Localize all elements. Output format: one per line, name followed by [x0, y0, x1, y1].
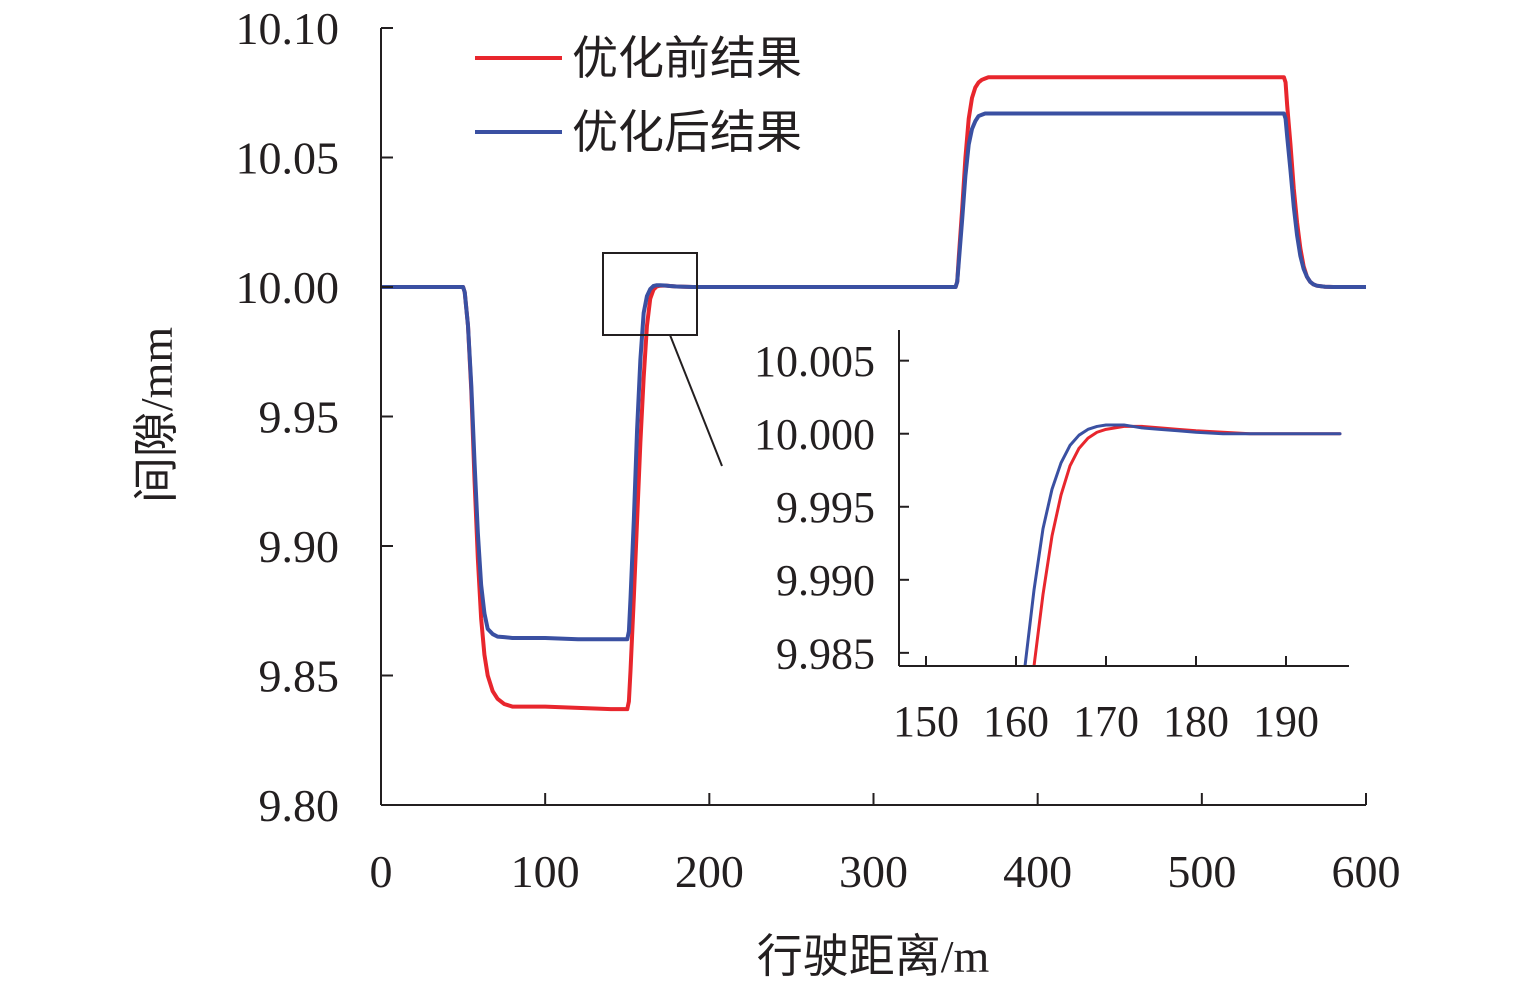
inset-series-line-0	[1032, 424, 1342, 666]
legend-label-0: 优化前结果	[572, 33, 802, 84]
main-x-tick-label: 100	[511, 846, 580, 897]
main-x-tick-label: 400	[1003, 846, 1072, 897]
main-y-tick-label: 9.95	[259, 392, 340, 443]
zoom-connector-line	[669, 334, 723, 467]
inset-series-group	[1023, 423, 1342, 666]
inset-y-tick-label: 10.000	[754, 410, 875, 459]
main-x-tick-label: 600	[1332, 846, 1401, 897]
inset-x-tick-label: 180	[1163, 697, 1229, 746]
x-axis-label: 行驶距离/m	[757, 931, 990, 982]
main-x-tick-label: 500	[1167, 846, 1236, 897]
main-axes: 0 100 200 300 400 500 600 9.80 9.85 9.90 9.95 10.00…	[236, 3, 1401, 897]
main-x-tick-label: 0	[370, 846, 393, 897]
main-chart: 0 100 200 300 400 500 600 9.80 9.85 9.90 9.95 10.00…	[131, 3, 1401, 982]
main-series-line-0	[381, 75, 1366, 712]
main-y-tick-label: 10.00	[236, 262, 340, 313]
legend-label-1: 优化后结果	[572, 107, 802, 158]
zoom-box	[602, 252, 698, 336]
inset-y-tick-label: 9.995	[776, 483, 875, 532]
inset-y-tick-label: 10.005	[754, 337, 875, 386]
y-axis-label: 间隙/mm	[131, 327, 182, 504]
inset-x-tick-label: 150	[893, 697, 959, 746]
inset-axes: 150 160 170 180 190 9.985 9.990 9.995 10.000 10.0…	[754, 330, 1349, 746]
main-y-tick-label: 9.80	[259, 780, 340, 831]
main-x-tick-label: 200	[675, 846, 744, 897]
inset-y-tick-label: 9.990	[776, 556, 875, 605]
main-series-line-1	[381, 111, 1366, 642]
main-x-tick-label: 300	[839, 846, 908, 897]
inset-x-tick-label: 160	[983, 697, 1049, 746]
main-y-tick-label: 9.90	[259, 521, 340, 572]
inset-chart: 150 160 170 180 190 9.985 9.990 9.995 10.000 10.0…	[754, 330, 1349, 746]
main-y-tick-label: 9.85	[259, 651, 340, 702]
inset-y-tick-label: 9.985	[776, 629, 875, 678]
inset-x-tick-label: 190	[1253, 697, 1319, 746]
main-y-tick-label: 10.05	[236, 133, 340, 184]
inset-x-tick-label: 170	[1073, 697, 1139, 746]
zoom-indicator	[602, 252, 723, 467]
inset-series-line-1	[1023, 423, 1342, 666]
main-series-group	[381, 75, 1366, 712]
main-y-tick-label: 10.10	[236, 3, 340, 54]
